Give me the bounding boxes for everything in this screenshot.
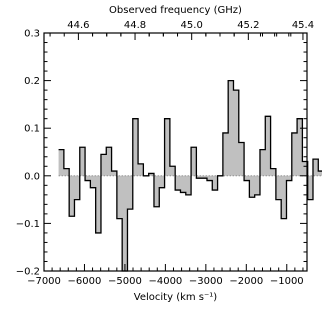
- x-tick-label: −7000: [27, 276, 61, 287]
- y-tick-label: 0.3: [24, 29, 40, 40]
- bottom-axis-title: Velocity (km s⁻¹): [134, 292, 218, 303]
- x-tick-label: −1000: [270, 276, 304, 287]
- x-tick-label: −3000: [189, 276, 223, 287]
- y-tick-label: −0.2: [16, 267, 40, 278]
- axis-ticks: [43, 32, 307, 272]
- axis-tick-labels: −7000 −6000 −5000 −4000 −3000 −2000 −1000 −0.2 −…: [16, 20, 314, 287]
- spectrum-line: [58, 79, 322, 272]
- top-tick-label: 44.6: [67, 20, 89, 31]
- top-tick-label: 45.2: [237, 20, 259, 31]
- plot-frame: [43, 32, 308, 272]
- y-tick-label: −0.1: [16, 219, 40, 230]
- x-tick-label: −6000: [68, 276, 102, 287]
- top-axis-title: Observed frequency (GHz): [109, 5, 242, 16]
- top-tick-label: 44.8: [124, 20, 146, 31]
- x-tick-label: −2000: [229, 276, 263, 287]
- x-tick-label: −4000: [148, 276, 182, 287]
- x-tick-label: −5000: [108, 276, 142, 287]
- spectrum-fill: [58, 80, 322, 271]
- y-tick-label: 0.2: [24, 76, 40, 87]
- y-tick-label: 0.1: [24, 124, 40, 135]
- top-tick-label: 45.4: [292, 20, 314, 31]
- y-tick-label: 0.0: [24, 171, 40, 182]
- top-tick-label: 45.0: [181, 20, 203, 31]
- plot-area: [58, 79, 322, 272]
